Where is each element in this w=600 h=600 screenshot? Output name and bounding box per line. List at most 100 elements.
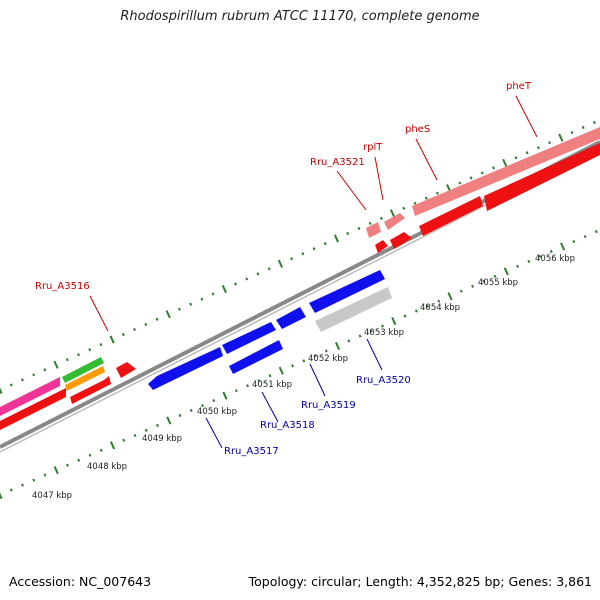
minor-tick — [133, 327, 137, 331]
major-tick — [560, 242, 566, 251]
major-tick — [166, 416, 172, 425]
leader-line — [515, 95, 538, 138]
minor-tick — [144, 322, 148, 326]
minor-tick — [413, 201, 417, 205]
gene-reverse-grey — [315, 287, 392, 332]
minor-tick — [189, 408, 193, 413]
gene-forward — [70, 376, 111, 404]
major-tick — [221, 284, 227, 294]
minor-tick — [133, 433, 137, 437]
minor-tick — [32, 373, 36, 377]
minor-tick — [88, 453, 92, 457]
kbp-label: 4056 kbp — [535, 254, 575, 264]
minor-tick — [20, 378, 24, 382]
major-tick — [53, 360, 59, 369]
kbp-label: 4047 kbp — [32, 491, 72, 501]
gene-forward-light — [384, 213, 405, 230]
minor-tick — [32, 478, 36, 482]
major-tick — [502, 158, 508, 167]
minor-tick — [346, 231, 350, 236]
minor-tick — [379, 216, 383, 221]
minor-tick — [256, 272, 260, 276]
minor-tick — [514, 156, 518, 160]
minor-tick — [65, 358, 69, 362]
kbp-label: 4055 kbp — [478, 278, 518, 288]
major-tick — [278, 366, 284, 375]
major-tick — [277, 259, 284, 268]
minor-tick — [212, 399, 216, 403]
minor-tick — [572, 240, 576, 244]
gene-label-reverse: Rru_A3520 — [356, 375, 411, 386]
minor-tick — [570, 130, 574, 135]
minor-tick — [43, 368, 47, 372]
gene-reverse — [222, 322, 276, 354]
gene-orange — [65, 366, 105, 391]
gene-labels: Rru_A3516 Rru_A3521 rplT pheS pheT Rru_A… — [35, 81, 532, 457]
leader-line — [415, 138, 438, 181]
kbp-label: 4049 kbp — [142, 434, 182, 444]
accession-text: Accession: NC_007643 — [9, 574, 152, 589]
minor-tick — [99, 342, 103, 347]
minor-tick — [458, 181, 462, 185]
major-tick — [334, 341, 341, 351]
minor-tick — [516, 264, 520, 269]
minor-tick — [324, 349, 328, 353]
leader-line — [309, 363, 326, 397]
minor-tick — [527, 259, 531, 263]
gene-label-forward: pheT — [506, 81, 532, 92]
minor-tick — [402, 206, 406, 210]
gene-forward — [0, 388, 66, 430]
minor-tick — [189, 302, 193, 306]
major-tick — [447, 292, 453, 301]
major-tick — [558, 133, 564, 142]
minor-tick — [312, 247, 316, 251]
minor-tick — [245, 277, 249, 281]
minor-tick — [469, 176, 473, 180]
kbp-label: 4051 kbp — [252, 380, 292, 390]
minor-tick — [480, 171, 484, 175]
minor-tick — [525, 151, 529, 155]
minor-tick — [594, 229, 598, 234]
gene-forward — [116, 362, 136, 378]
minor-tick — [437, 299, 441, 303]
gene-label-reverse: Rru_A3519 — [301, 400, 356, 411]
gene-forward — [419, 196, 483, 236]
minor-tick — [21, 483, 24, 487]
major-tick — [391, 316, 397, 326]
minor-tick — [424, 196, 428, 200]
leader-line — [261, 391, 279, 423]
topology-text: Topology: circular; Length: 4,352,825 bp… — [248, 574, 592, 589]
minor-tick — [368, 221, 372, 226]
minor-tick — [290, 257, 294, 261]
minor-tick — [9, 383, 13, 387]
kbp-labels: 4047 kbp 4048 kbp 4049 kbp 4050 kbp 4051… — [32, 254, 575, 501]
major-tick — [503, 267, 509, 276]
minor-tick — [347, 339, 351, 343]
gene-pink — [0, 377, 60, 416]
minor-tick — [471, 284, 475, 288]
major-tick — [389, 209, 396, 218]
minor-tick — [201, 403, 205, 408]
gene-label-forward: Rru_A3521 — [310, 157, 365, 168]
label-leaders — [89, 95, 538, 449]
minor-tick — [426, 304, 430, 308]
minor-tick — [369, 329, 373, 333]
leader-line — [89, 295, 109, 332]
minor-tick — [357, 226, 361, 231]
minor-tick — [234, 282, 238, 286]
minor-tick — [234, 389, 238, 393]
minor-tick — [177, 307, 181, 311]
leader-line — [374, 156, 384, 201]
kbp-label: 4052 kbp — [308, 354, 348, 364]
minor-tick — [200, 297, 204, 301]
minor-tick — [291, 364, 295, 368]
gene-forward — [484, 143, 600, 211]
minor-tick — [414, 309, 418, 313]
outer-tick-ring — [0, 120, 596, 395]
minor-tick — [246, 384, 250, 388]
leader-line — [336, 170, 367, 211]
minor-tick — [144, 428, 148, 433]
major-tick — [53, 466, 59, 475]
